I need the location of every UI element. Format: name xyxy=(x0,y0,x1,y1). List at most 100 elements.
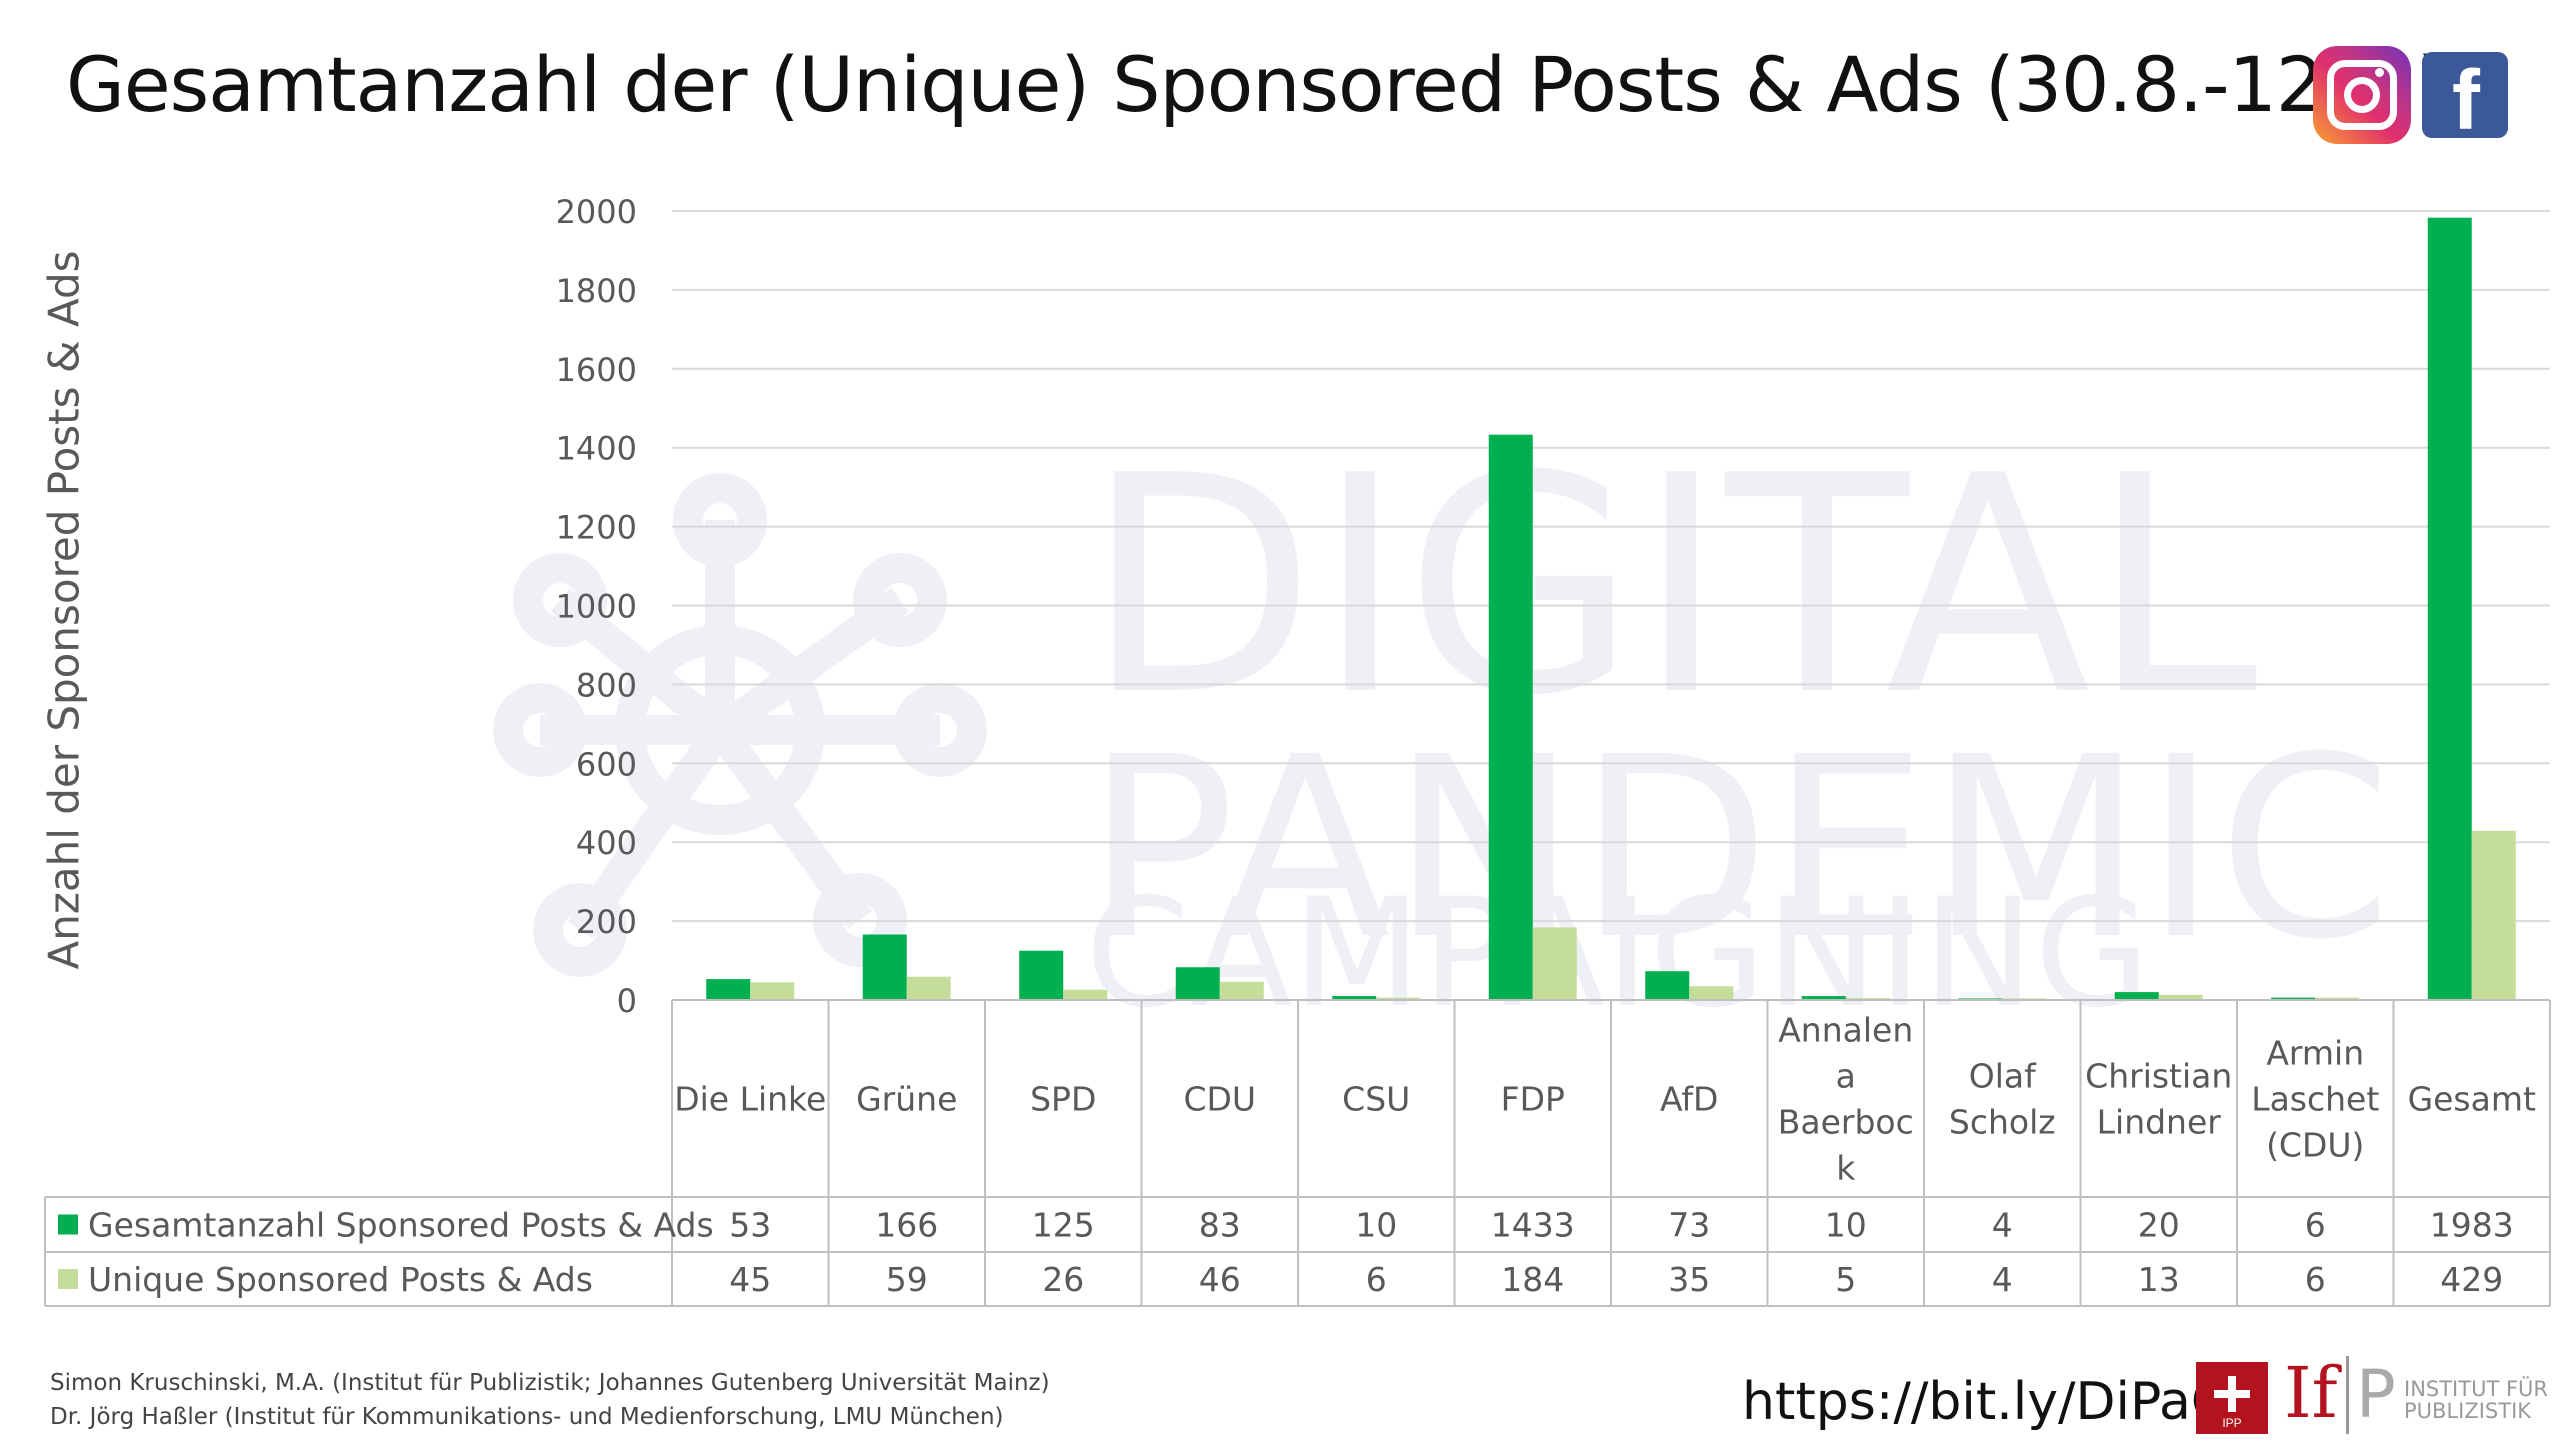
data-label: 184 xyxy=(1501,1260,1564,1299)
data-label: 166 xyxy=(875,1206,938,1245)
bar-total xyxy=(862,934,907,1000)
data-label: 5 xyxy=(1835,1260,1856,1299)
bar-total xyxy=(1175,967,1220,1000)
y-tick-label: 200 xyxy=(576,903,637,941)
category-label: Annalen xyxy=(1778,1011,1913,1050)
category-label: Die Linke xyxy=(674,1080,826,1119)
data-label: 46 xyxy=(1199,1260,1241,1299)
y-tick-label: 0 xyxy=(617,982,637,1020)
bar-unique xyxy=(750,982,795,1000)
bar-total xyxy=(2114,992,2159,1000)
category-label: SPD xyxy=(1030,1080,1096,1119)
credit-line-2: Dr. Jörg Haßler (Institut für Kommunikat… xyxy=(50,1404,1004,1430)
y-axis-ticks: 0 200 400 600 800 1000 1200 1400 1600 1800 2000 xyxy=(556,193,637,1020)
data-label: 73 xyxy=(1668,1206,1710,1245)
legend-entry: Gesamtanzahl Sponsored Posts & Ads xyxy=(88,1206,714,1245)
data-label: 4 xyxy=(1992,1206,2013,1245)
bar-unique xyxy=(2158,994,2203,1000)
bar-unique xyxy=(1063,989,1108,1000)
category-label: AfD xyxy=(1660,1080,1718,1119)
instagram-icon xyxy=(2313,46,2411,144)
category-label: FDP xyxy=(1501,1080,1565,1119)
data-label: 13 xyxy=(2138,1260,2180,1299)
category-label: k xyxy=(1836,1149,1856,1188)
y-tick-label: 600 xyxy=(576,745,637,783)
category-label: Olaf xyxy=(1969,1057,2037,1096)
category-label: Christian xyxy=(2085,1057,2232,1096)
category-label: Scholz xyxy=(1949,1103,2056,1142)
legend-entry: Unique Sponsored Posts & Ads xyxy=(88,1260,593,1299)
page-title: Gesamtanzahl der (Unique) Sponsored Post… xyxy=(66,40,2447,129)
credits: Simon Kruschinski, M.A. (Institut für Pu… xyxy=(50,1366,1050,1434)
bar-unique xyxy=(906,976,951,1000)
bar-total xyxy=(1645,971,1690,1000)
bar-total xyxy=(1019,950,1064,1000)
data-label: 6 xyxy=(2305,1206,2326,1245)
ifp-logo-p: P xyxy=(2356,1356,2396,1433)
y-tick-label: 1000 xyxy=(556,588,637,626)
category-label: Armin xyxy=(2266,1034,2364,1073)
category-label: CSU xyxy=(1342,1080,1410,1119)
y-tick-label: 1200 xyxy=(556,509,637,547)
data-label: 6 xyxy=(2305,1260,2326,1299)
watermark-text: DIGITAL xyxy=(1085,412,2259,761)
data-label: 10 xyxy=(1355,1206,1397,1245)
y-tick-label: 800 xyxy=(576,666,637,704)
data-label: 20 xyxy=(2138,1206,2180,1245)
category-label: Gesamt xyxy=(2408,1080,2536,1119)
category-label: a xyxy=(1836,1057,1856,1096)
data-label: 45 xyxy=(729,1260,771,1299)
bar-total xyxy=(706,979,751,1000)
bars xyxy=(706,217,2516,1001)
ipp-logo: IPP xyxy=(2196,1362,2268,1434)
data-label: 4 xyxy=(1992,1260,2013,1299)
bar-total xyxy=(1488,434,1533,1000)
data-label: 53 xyxy=(729,1206,771,1245)
bar-total xyxy=(2271,997,2316,1000)
legend-swatch xyxy=(58,1214,78,1235)
bar-total xyxy=(1801,996,1846,1000)
facebook-icon: f xyxy=(2422,52,2508,138)
watermark-text: PANDEMIC xyxy=(1085,703,2392,994)
bar-unique xyxy=(1376,997,1421,1000)
bar-unique xyxy=(1689,986,1734,1000)
data-label: 6 xyxy=(1366,1260,1387,1299)
y-tick-label: 400 xyxy=(576,824,637,862)
grid-lines xyxy=(672,210,2550,923)
ifp-logo-divider xyxy=(2346,1356,2349,1434)
y-tick-label: 2000 xyxy=(556,193,637,231)
data-label: 1433 xyxy=(1491,1206,1575,1245)
category-label: CDU xyxy=(1183,1080,1256,1119)
category-label: Baerboc xyxy=(1778,1103,1914,1142)
data-label: 1983 xyxy=(2430,1206,2514,1245)
credit-line-1: Simon Kruschinski, M.A. (Institut für Pu… xyxy=(50,1370,1050,1396)
bar-unique xyxy=(1532,927,1577,1000)
data-label: 10 xyxy=(1825,1206,1867,1245)
data-label: 429 xyxy=(2440,1260,2503,1299)
ifp-logo-text: INSTITUT FÜR PUBLIZISTIK xyxy=(2404,1377,2548,1423)
data-label: 125 xyxy=(1032,1206,1095,1245)
data-label: 26 xyxy=(1042,1260,1084,1299)
data-label: 83 xyxy=(1199,1206,1241,1245)
watermark-text: CAMPAIGNING xyxy=(1085,867,2151,1041)
watermark-virus-icon xyxy=(493,473,987,977)
category-label: (CDU) xyxy=(2266,1126,2364,1165)
bar-unique xyxy=(2471,830,2516,1000)
category-label: Grüne xyxy=(856,1080,957,1119)
category-label: Lindner xyxy=(2097,1103,2222,1142)
y-tick-label: 1600 xyxy=(556,351,637,389)
project-link[interactable]: https://bit.ly/DiPaCa xyxy=(1742,1372,2260,1432)
data-label: 35 xyxy=(1668,1260,1710,1299)
bar-total xyxy=(2427,217,2472,1001)
bar-unique xyxy=(2315,997,2360,1000)
legend-swatch xyxy=(58,1269,78,1289)
bar-total xyxy=(1332,996,1377,1000)
y-tick-label: 1400 xyxy=(556,430,637,468)
bar-unique xyxy=(1219,981,1264,1000)
y-tick-label: 1800 xyxy=(556,272,637,310)
category-label: Laschet xyxy=(2251,1080,2379,1119)
data-label: 59 xyxy=(886,1260,928,1299)
data-table: Die Linke Grüne SPD CDU CSU FDP AfD Annalen a Bae… xyxy=(44,999,2551,1307)
